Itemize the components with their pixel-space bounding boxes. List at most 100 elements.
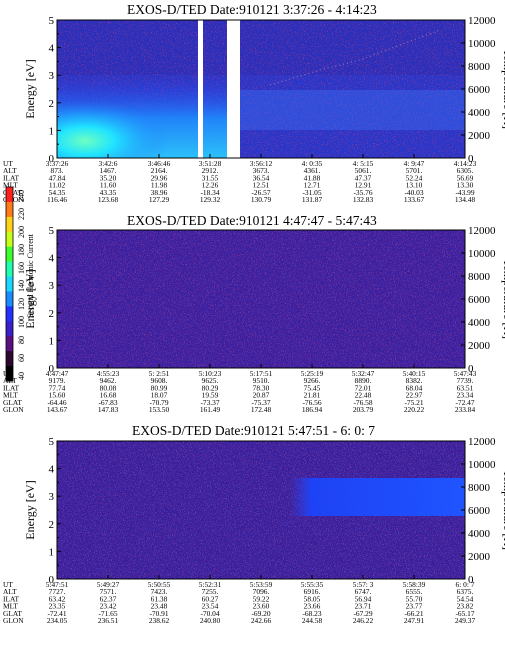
panel-1-ephem-value: 129.32 (200, 195, 221, 204)
panel-2-ephem-value: 172.48 (251, 405, 272, 414)
panel-1-ephem-value: 11.02 (49, 181, 66, 190)
panel-3-y2tick-label: 2000 (468, 551, 491, 563)
colorbar-segment (6, 276, 13, 292)
panel-1-ephem-value: 11.98 (151, 181, 168, 190)
colorbar-segment (6, 321, 13, 337)
panel-2-ephem-value: 80.08 (100, 383, 117, 392)
colorbar-label: Second Harmonic Current (26, 233, 35, 318)
panel-1-ephem-value: 130.79 (251, 195, 272, 204)
panel-1-ephem-value: 56.69 (457, 173, 474, 182)
panel-3-ephem-value: 244.58 (302, 616, 323, 625)
panel-1-ephem-value: 4: 5:15 (353, 159, 374, 168)
colorbar-frame (5, 186, 14, 382)
panel-3-ytick-label: 4 (49, 464, 55, 476)
panel-3-ephem-value: 7727. (49, 587, 66, 596)
panel-2-ephem-label: MLT (3, 391, 18, 400)
panel-1-ephem-value: 2912. (202, 166, 219, 175)
panel-2-ephem-value: 147.83 (98, 405, 119, 414)
panel-3-ephem-value: 23.66 (304, 602, 321, 611)
panel-2-ephem-value: 5:40:15 (403, 369, 426, 378)
panel-1-ephem-value: 3673. (253, 166, 270, 175)
colorbar-segment (6, 366, 13, 382)
panel-2-ytick-label: 1 (49, 335, 55, 347)
panel-2-y2tick-label: 8000 (468, 271, 491, 283)
panel-1-ephem-label: UT (3, 159, 13, 168)
panel-1-ephem-label: MLT (3, 181, 18, 190)
panel-2-ephem-value: 9625. (202, 376, 219, 385)
colorbar-tick-label: 180 (17, 244, 26, 256)
panel-1-ephem-value: 12.91 (355, 181, 372, 190)
panel-3-ephem-value: 62.37 (100, 594, 117, 603)
panel-3-ephem-value: 23.54 (202, 602, 219, 611)
panel-1-ephem-value: 873. (51, 166, 64, 175)
panel-3-ytick-label: 1 (49, 546, 55, 558)
panel-3-ylabel: Energy [eV] (23, 480, 37, 539)
colorbar-segment (6, 231, 13, 248)
panel-2-ephem-value: 9266. (304, 376, 321, 385)
panel-3-ephem-value: 63.42 (49, 594, 66, 603)
colorbar-segment (6, 336, 13, 352)
panel-1-ephem-value: 116.46 (47, 195, 67, 204)
panel-2: EXOS-D/TED Date:910121 4:47:47 - 5:47:43… (3, 213, 505, 414)
panel-3-ephem-value: 242.66 (251, 616, 272, 625)
panel-1-y2tick-label: 12000 (468, 15, 496, 27)
panel-1-ephem-value: 6305. (457, 166, 474, 175)
panel-1-ephem-value: 12.51 (253, 181, 270, 190)
panel-1-ephem-value: -40.03 (404, 188, 423, 197)
panel-1-ephem-value: 13.10 (406, 181, 423, 190)
panel-1-hot-spot (57, 90, 197, 158)
panel-1-ephem-value: -31.05 (302, 188, 321, 197)
panel-3-ephem-value: 7255. (202, 587, 219, 596)
panel-3-ephem-value: 61.38 (151, 594, 168, 603)
panel-2-ephem-value: 8382. (406, 376, 423, 385)
panel-3-ephem-value: 5:53:59 (250, 580, 273, 589)
panel-1-y2tick-label: 2000 (468, 130, 491, 142)
panel-2-y2tick-label: 10000 (468, 248, 496, 260)
panel-3-ephem-value: 5:58:39 (403, 580, 426, 589)
panel-2-ytick-label: 4 (49, 253, 55, 265)
panel-2-ephem-value: 20.87 (253, 391, 270, 400)
panel-1-ephem-value: 12.26 (202, 181, 219, 190)
panel-2-ytick-label: 0 (49, 363, 55, 375)
panel-1-ytick-label: 4 (49, 43, 55, 55)
panel-3-y2tick-label: 0 (468, 574, 474, 586)
panel-3-ephem-value: -72.41 (47, 609, 66, 618)
panel-1-title: EXOS-D/TED Date:910121 3:37:26 - 4:14:23 (127, 2, 377, 17)
panel-1-data-gap-1 (198, 20, 203, 158)
colorbar-tick-label: 40 (17, 372, 26, 380)
colorbar-segment (6, 216, 13, 233)
panel-3-ephem-value: 7571. (100, 587, 117, 596)
panel-2-ephem-value: 15.60 (49, 391, 66, 400)
panel-2-ephem-value: 5: 2:51 (149, 369, 170, 378)
colorbar-tick-label: 200 (17, 226, 26, 238)
panel-1-ephem-value: 38.96 (151, 188, 168, 197)
panel-2-ephem-label: GLAT (3, 398, 22, 407)
panel-3-ephem-value: 240.80 (200, 616, 221, 625)
panel-2-ephem-value: -70.79 (149, 398, 168, 407)
panel-1-ephem-value: 1467. (100, 166, 117, 175)
panel-3-ephem-label: ALT (3, 587, 17, 596)
panel-3-title: EXOS-D/TED Date:910121 5:47:51 - 6: 0: 7 (132, 423, 375, 438)
panel-2-ephem-value: -67.83 (98, 398, 117, 407)
panel-1: EXOS-D/TED Date:910121 3:37:26 - 4:14:23… (3, 2, 505, 204)
panel-3-ephem-value: 6555. (406, 587, 423, 596)
panel-1-ephem-value: 36.54 (253, 173, 270, 182)
panel-2-ephem-value: 19.59 (202, 391, 219, 400)
panel-3-ytick-label: 2 (49, 519, 55, 531)
panel-3-ephem-value: 23.60 (253, 602, 270, 611)
panel-2-ephem-value: 203.79 (353, 405, 374, 414)
panel-2-ephem-value: 9462. (100, 376, 117, 385)
panel-2-y2tick-label: 6000 (468, 294, 491, 306)
panel-3-ephem-value: 23.35 (49, 602, 66, 611)
panel-3-ephem-value: -68.23 (302, 609, 321, 618)
panel-2-ephem-value: 233.84 (455, 405, 476, 414)
panel-1-ephem-value: 3:56:12 (250, 159, 273, 168)
panel-3-ephem-value: 60.27 (202, 594, 219, 603)
panel-1-ephem-value: 11.60 (100, 181, 117, 190)
colorbar-tick-label: 160 (17, 262, 26, 274)
colorbar-segment (6, 351, 13, 367)
panel-2-ephem-value: 72.01 (355, 383, 372, 392)
panel-1-y2tick-label: 0 (468, 153, 474, 165)
panel-1-ephem-value: -35.76 (353, 188, 372, 197)
panel-2-ephem-value: 9179. (49, 376, 66, 385)
